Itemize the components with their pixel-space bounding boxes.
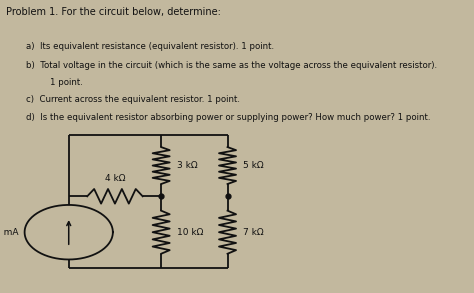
- Text: 7 kΩ: 7 kΩ: [243, 228, 264, 237]
- Text: 3 kΩ: 3 kΩ: [177, 161, 198, 170]
- Text: 10 kΩ: 10 kΩ: [177, 228, 203, 237]
- Text: 3 mA: 3 mA: [0, 228, 19, 237]
- Text: Problem 1. For the circuit below, determine:: Problem 1. For the circuit below, determ…: [6, 7, 220, 17]
- Text: 5 kΩ: 5 kΩ: [243, 161, 264, 170]
- Text: 1 point.: 1 point.: [50, 78, 82, 87]
- Text: b)  Total voltage in the circuit (which is the same as the voltage across the eq: b) Total voltage in the circuit (which i…: [26, 61, 437, 70]
- Text: d)  Is the equivalent resistor absorbing power or supplying power? How much powe: d) Is the equivalent resistor absorbing …: [26, 113, 430, 122]
- Text: c)  Current across the equivalent resistor. 1 point.: c) Current across the equivalent resisto…: [26, 95, 240, 104]
- Text: a)  Its equivalent resistance (equivalent resistor). 1 point.: a) Its equivalent resistance (equivalent…: [26, 42, 274, 51]
- Text: 4 kΩ: 4 kΩ: [105, 174, 125, 183]
